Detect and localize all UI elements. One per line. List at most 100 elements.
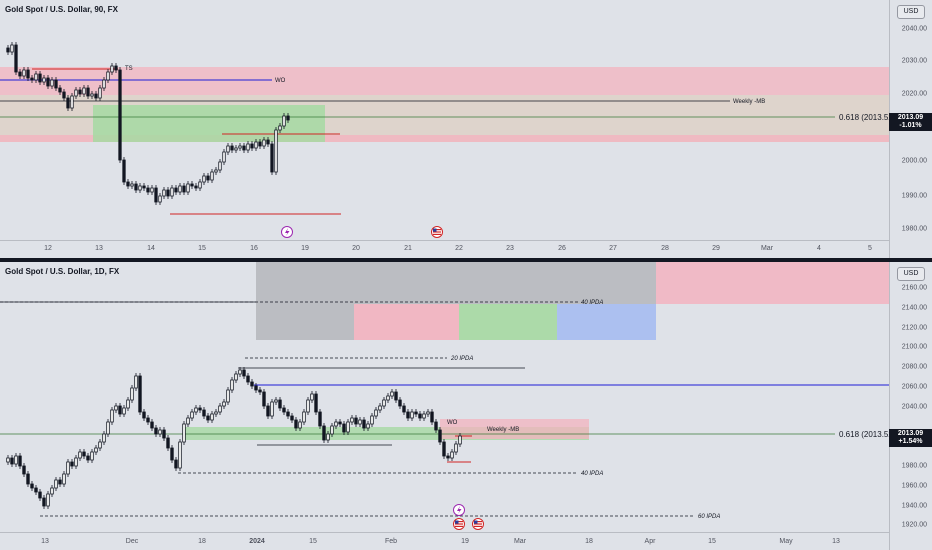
candle-body [190, 411, 194, 419]
price-axis-90m[interactable]: USD 2040.00 2030.00 2020.00 2000.00 1990… [889, 0, 932, 258]
time-tick: Mar [760, 245, 774, 252]
candle-body [278, 399, 282, 409]
candle-body [182, 423, 186, 443]
candle-body [254, 141, 258, 149]
candle-body [246, 143, 250, 151]
time-tick: 19 [461, 538, 469, 545]
candle-body [374, 409, 378, 417]
candle-body [182, 185, 186, 193]
candle-body [322, 425, 326, 441]
us-flag-icon[interactable] [453, 518, 465, 530]
candle-body [270, 401, 274, 417]
candle-body [10, 457, 14, 465]
wo-label: WO [275, 78, 286, 84]
fib-label: 0.618 (2013.52) [839, 113, 889, 122]
candle-body [282, 115, 286, 127]
lightning-icon[interactable] [453, 504, 465, 516]
candle-body [178, 441, 182, 469]
candle-body [302, 411, 306, 423]
candle-body [70, 95, 74, 109]
candles-90m [6, 42, 290, 205]
candle-body [422, 413, 426, 419]
us-flag-icon[interactable] [431, 226, 443, 238]
candle-body [74, 89, 78, 97]
candle-body [258, 389, 262, 393]
currency-button[interactable]: USD [897, 5, 925, 19]
price-chart-1d[interactable]: 40 IPDA 20 IPDA 40 IPDA 60 IPDA WO Weekl… [0, 262, 889, 532]
candle-body [242, 145, 246, 151]
candle-body [290, 415, 294, 421]
candle-body [14, 455, 18, 465]
candle-body [34, 73, 38, 81]
candle-body [414, 411, 418, 415]
pane-divider[interactable] [0, 258, 932, 262]
time-tick: 29 [712, 245, 720, 252]
candle-body [138, 185, 142, 191]
candle-body [286, 115, 290, 121]
time-tick: 18 [198, 538, 206, 545]
candle-body [158, 429, 162, 435]
last-price-badge: 2013.09 +1.54% [889, 429, 932, 447]
price-chart-90m[interactable]: TS WO Weekly -MB 0.618 (2013.52) [0, 0, 889, 240]
candle-body [230, 145, 234, 151]
candle-body [210, 413, 214, 421]
candle-body [278, 125, 282, 131]
time-axis-1d[interactable]: 13 Dec 18 2024 15 Feb 19 Mar 18 Apr 15 M… [0, 532, 889, 550]
candle-body [294, 419, 298, 429]
candle-body [190, 183, 194, 187]
candle-body [218, 405, 222, 413]
time-tick: 22 [455, 245, 463, 252]
candle-body [82, 451, 86, 457]
last-price: 2013.09 [897, 430, 924, 437]
price-tick: 2040.00 [901, 25, 927, 33]
last-price: 2013.09 [897, 114, 924, 121]
chart-pane-1d[interactable]: 40 IPDA 20 IPDA 40 IPDA 60 IPDA WO Weekl… [0, 262, 932, 550]
candle-body [262, 139, 266, 147]
chart-title-90m: Gold Spot / U.S. Dollar, 90, FX [5, 5, 118, 14]
price-tick: 1980.00 [901, 225, 927, 233]
candle-body [202, 175, 206, 183]
currency-button[interactable]: USD [897, 267, 925, 281]
candle-body [94, 93, 98, 99]
candle-body [214, 411, 218, 415]
candle-body [162, 189, 166, 197]
time-tick: 28 [661, 245, 669, 252]
candle-body [66, 97, 70, 109]
candle-body [118, 69, 122, 161]
lightning-icon[interactable] [281, 226, 293, 238]
candle-body [314, 393, 318, 413]
price-change: +1.54% [898, 438, 923, 445]
candle-body [134, 183, 138, 191]
time-tick: 2024 [249, 538, 265, 545]
candle-body [26, 473, 30, 485]
chart-pane-90m[interactable]: TS WO Weekly -MB 0.618 (2013.52) Gold Sp… [0, 0, 932, 258]
time-tick: 15 [309, 538, 317, 545]
candle-body [194, 185, 198, 189]
candle-body [198, 407, 202, 411]
time-axis-90m[interactable]: 12 13 14 15 16 19 20 21 22 23 26 27 28 2… [0, 240, 889, 258]
candle-body [26, 69, 30, 79]
candle-body [318, 411, 322, 427]
candle-body [238, 145, 242, 149]
candle-body [166, 189, 170, 197]
candle-body [378, 405, 382, 411]
box-green [459, 304, 557, 340]
candle-body [434, 421, 438, 431]
candle-body [386, 395, 390, 401]
candle-body [62, 91, 66, 99]
time-tick: 13 [41, 538, 49, 545]
candle-body [34, 487, 38, 493]
us-flag-icon[interactable] [472, 518, 484, 530]
candle-body [110, 65, 114, 73]
candle-body [46, 493, 50, 507]
candle-body [390, 391, 394, 397]
supply-zone-upper [0, 67, 889, 95]
candle-body [266, 139, 270, 145]
price-axis-1d[interactable]: USD 2160.00 2140.00 2120.00 2100.00 2080… [889, 262, 932, 550]
candle-body [282, 407, 286, 413]
price-tick: 2040.00 [901, 403, 927, 411]
candle-body [126, 399, 130, 409]
candle-body [18, 71, 22, 77]
candle-body [46, 77, 50, 87]
candle-body [454, 443, 458, 453]
